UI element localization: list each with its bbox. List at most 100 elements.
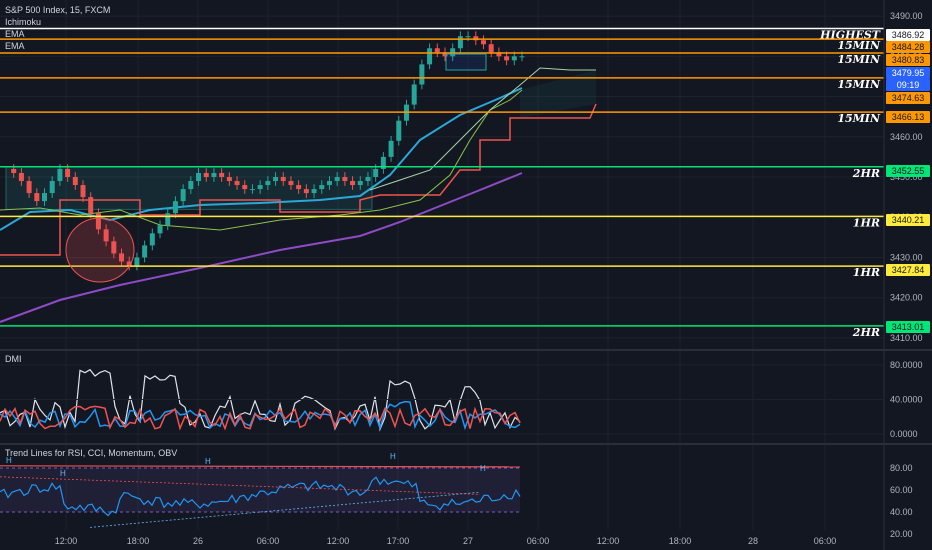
candle-body (357, 181, 363, 186)
candle-body (80, 185, 86, 198)
time-tick-label: 27 (463, 536, 473, 546)
candle-body (211, 172, 217, 178)
price-tag-box (886, 54, 930, 66)
candle-body (480, 40, 486, 45)
time-tick-label: 06:00 (527, 536, 550, 546)
candle-body (226, 177, 232, 182)
level-label: 1HR (853, 216, 880, 229)
candle-body (434, 48, 440, 53)
ema-fast-line (0, 87, 523, 231)
candle-body (319, 185, 325, 190)
price-tag-box (886, 92, 930, 104)
price-tag-box (886, 264, 930, 276)
trend-tick-label: 40.00 (890, 507, 913, 517)
dmi-minus-di-line (0, 405, 521, 431)
high-marker: H (60, 469, 66, 478)
candle-body (18, 172, 24, 182)
candle-body (442, 52, 448, 57)
time-tick-label: 06:00 (814, 536, 837, 546)
price-tag-label: 3466.13 (892, 112, 925, 122)
level-label: HIGHEST (819, 28, 881, 41)
rsi-band (0, 468, 520, 512)
price-tick-label: 3410.00 (890, 333, 923, 343)
grid-lines (0, 0, 884, 530)
trendline-down (0, 476, 481, 495)
indicator-ema-2[interactable]: EMA (5, 41, 25, 51)
price-tag-label: 3452.55 (892, 166, 925, 176)
trend-lines-pane[interactable]: H H H H H (0, 452, 521, 528)
trend-tick-label: 60.00 (890, 485, 913, 495)
candle-body (411, 84, 417, 105)
legend: S&P 500 Index, 15, FXCM Ichimoku EMA EMA… (5, 5, 177, 458)
candle-body (134, 257, 140, 266)
candle-body (273, 177, 279, 182)
time-tick-label: 28 (748, 536, 758, 546)
price-tick-label: 3420.00 (890, 293, 923, 303)
candle-body (311, 189, 317, 194)
candle-body (365, 177, 371, 182)
dmi-pane[interactable] (0, 368, 521, 432)
level-label: 15MIN (837, 78, 881, 91)
candle-body (149, 233, 155, 246)
high-marker: H (480, 464, 486, 473)
dmi-lines (0, 368, 521, 432)
candle-body (57, 168, 63, 182)
candle-body (88, 197, 94, 214)
indicator-ichimoku[interactable]: Ichimoku (5, 17, 41, 27)
ichimoku-baseline (0, 103, 597, 256)
consolidation-box (445, 53, 487, 71)
trend-tick-label: 80.00 (890, 463, 913, 473)
candle-body (380, 156, 386, 169)
candle-body (373, 168, 379, 178)
price-tag-box (886, 165, 930, 177)
candle-body (157, 225, 163, 234)
ema-slow-line (0, 172, 523, 323)
price-tag-box (886, 111, 930, 123)
time-tick-label: 06:00 (257, 536, 280, 546)
price-tag-box (886, 29, 930, 41)
candle-body (242, 185, 248, 190)
time-axis[interactable]: 12:00 18:00 26 06:00 12:00 17:00 27 06:00 12:00 1… (55, 536, 837, 546)
candle-body (203, 172, 209, 178)
level-label: 15MIN (837, 53, 881, 66)
cloud-region-future (520, 70, 596, 118)
price-tag-box (886, 321, 930, 333)
price-tick-label: 3430.00 (890, 252, 923, 262)
candle-body (65, 168, 71, 178)
candle-body (72, 177, 78, 186)
indicator-ema-1[interactable]: EMA (5, 29, 25, 39)
price-tag-box (886, 214, 930, 226)
candle-body (11, 168, 17, 173)
candle-body (180, 189, 186, 202)
resistance-trendline (0, 465, 521, 468)
price-tag-label: 3479.95 (892, 68, 925, 78)
dmi-title[interactable]: DMI (5, 354, 22, 364)
level-label: 2HR (852, 167, 880, 180)
candle-body (172, 201, 178, 214)
candle-body (196, 172, 202, 182)
price-tag-label: 3427.84 (892, 265, 925, 275)
ichimoku-lagging (369, 67, 596, 191)
candle-body (219, 172, 225, 178)
price-tag-box (886, 79, 930, 91)
candle-body (511, 56, 517, 61)
trend-axis: 80.00 60.00 40.00 20.00 (890, 463, 913, 539)
price-tag-box (886, 67, 930, 79)
time-tick-label: 12:00 (327, 536, 350, 546)
level-label: 15MIN (837, 39, 881, 52)
time-tick-label: 12:00 (55, 536, 78, 546)
highlight-circle (65, 217, 135, 283)
price-tag-label: 3480.83 (892, 55, 925, 65)
candle-body (457, 36, 463, 49)
candle-body (165, 213, 171, 226)
candle-body (388, 140, 394, 157)
candle-body (249, 189, 255, 191)
time-tick-label: 18:00 (669, 536, 692, 546)
dmi-axis: 80.0000 40.0000 0.0000 (0, 360, 923, 439)
candle-body (303, 189, 309, 194)
trend-title[interactable]: Trend Lines for RSI, CCI, Momentum, OBV (5, 448, 177, 458)
dmi-tick-label: 0.0000 (890, 429, 918, 439)
candle-body (234, 181, 240, 186)
